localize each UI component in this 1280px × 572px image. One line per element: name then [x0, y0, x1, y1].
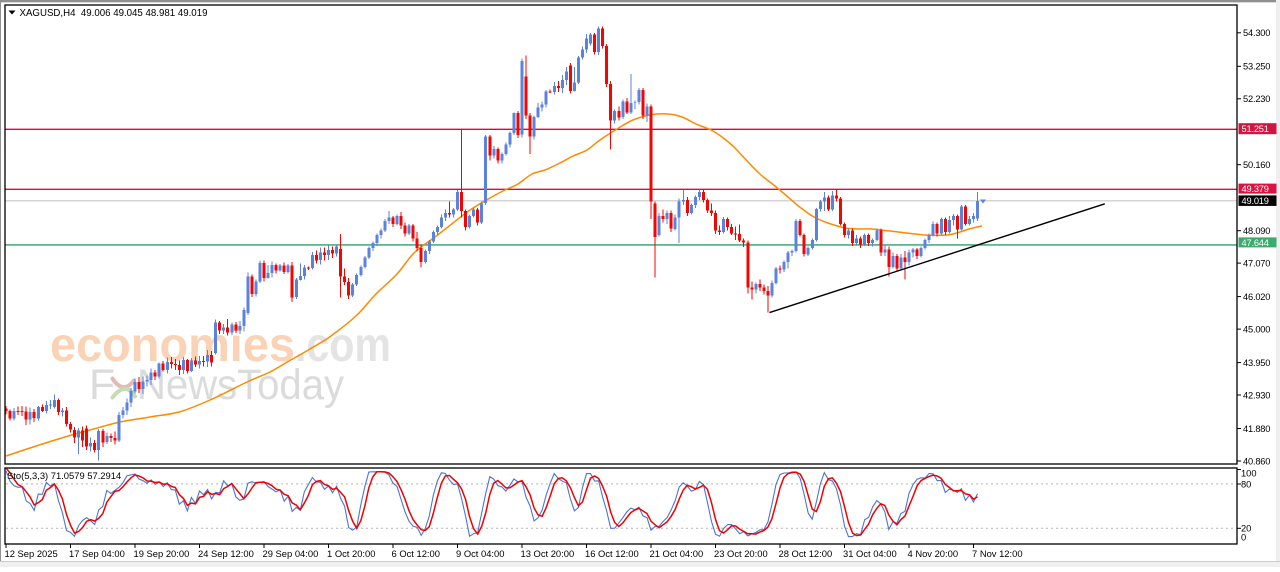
svg-text:0: 0	[1241, 533, 1246, 543]
svg-text:23 Oct 20:00: 23 Oct 20:00	[714, 548, 768, 559]
svg-text:1 Oct 20:00: 1 Oct 20:00	[327, 548, 375, 559]
svg-text:52.230: 52.230	[1243, 94, 1270, 104]
svg-text:80: 80	[1241, 479, 1251, 489]
svg-text:49.379: 49.379	[1242, 184, 1269, 194]
svg-text:24 Sep 12:00: 24 Sep 12:00	[198, 548, 254, 559]
svg-text:19 Sep 20:00: 19 Sep 20:00	[134, 548, 190, 559]
svg-text:29 Sep 04:00: 29 Sep 04:00	[263, 548, 319, 559]
svg-text:Sto(5,3,3) 71.0579 57.2914: Sto(5,3,3) 71.0579 57.2914	[7, 470, 121, 481]
svg-text:21 Oct 04:00: 21 Oct 04:00	[650, 548, 704, 559]
svg-text:6 Oct 12:00: 6 Oct 12:00	[392, 548, 440, 559]
svg-text:47.644: 47.644	[1242, 238, 1269, 248]
svg-text:XAGUSD,H4 49.006 49.045 48.98: XAGUSD,H4 49.006 49.045 48.981 49.019	[20, 8, 208, 19]
svg-text:53.250: 53.250	[1243, 62, 1270, 72]
svg-text:41.880: 41.880	[1243, 424, 1270, 434]
svg-text:42.930: 42.930	[1243, 390, 1270, 400]
svg-text:46.020: 46.020	[1243, 292, 1270, 302]
svg-text:13 Oct 20:00: 13 Oct 20:00	[521, 548, 575, 559]
svg-text:40.860: 40.860	[1243, 456, 1270, 466]
svg-text:20: 20	[1241, 524, 1251, 534]
svg-text:45.000: 45.000	[1243, 324, 1270, 334]
svg-text:54.300: 54.300	[1243, 28, 1270, 38]
svg-text:51.251: 51.251	[1242, 124, 1269, 134]
svg-text:16 Oct 12:00: 16 Oct 12:00	[585, 548, 639, 559]
svg-text:100: 100	[1241, 469, 1257, 479]
svg-text:9 Oct 04:00: 9 Oct 04:00	[456, 548, 504, 559]
svg-text:50.160: 50.160	[1243, 160, 1270, 170]
svg-text:28 Oct 12:00: 28 Oct 12:00	[779, 548, 833, 559]
svg-text:43.950: 43.950	[1243, 358, 1270, 368]
svg-text:47.070: 47.070	[1243, 258, 1270, 268]
svg-text:7 Nov 12:00: 7 Nov 12:00	[972, 548, 1023, 559]
svg-text:31 Oct 04:00: 31 Oct 04:00	[843, 548, 897, 559]
svg-text:49.019: 49.019	[1242, 196, 1269, 206]
svg-text:17 Sep 04:00: 17 Sep 04:00	[69, 548, 125, 559]
svg-text:12 Sep 2025: 12 Sep 2025	[5, 548, 58, 559]
svg-text:48.090: 48.090	[1243, 226, 1270, 236]
svg-text:4 Nov 20:00: 4 Nov 20:00	[908, 548, 959, 559]
svg-text:F: F	[89, 362, 115, 409]
